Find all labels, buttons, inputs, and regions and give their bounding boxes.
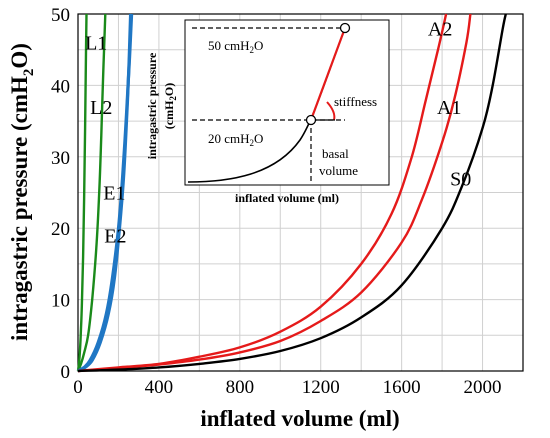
series-label-a1: A1: [437, 97, 461, 119]
x-tick-label: 2000: [464, 377, 502, 398]
data-series: [76, 13, 507, 373]
y-axis-title-main: intragastric pressure (cmH: [7, 76, 32, 341]
y-axis-title-end: O): [7, 43, 32, 69]
inset-tangent-line: [309, 27, 347, 121]
y-axis-title: intragastric pressure (cmH2O): [7, 43, 37, 341]
x-tick-labels: 0 400 800 1200 1600 2000: [73, 377, 501, 398]
series-label-e2: E2: [104, 225, 126, 247]
x-tick-label: 800: [226, 377, 255, 398]
inset-diagram: 50 cmH2O 20 cmH2O stiffness basal volume…: [145, 19, 390, 205]
y-tick-labels: 0 10 20 30 40 50: [51, 5, 70, 383]
series-label-l2: L2: [90, 97, 112, 119]
inset-x-axis-title: inflated volume (ml): [235, 191, 339, 205]
y-tick-label: 10: [51, 291, 70, 312]
inset-point-basal: [305, 114, 317, 126]
plot-frame: [77, 13, 524, 372]
series-line-e2: [77, 13, 133, 373]
x-tick-label: 1600: [383, 377, 421, 398]
x-tick-label: 0: [73, 377, 83, 398]
x-axis-title: inflated volume (ml): [200, 406, 399, 431]
inset-label-stiffness: stiffness: [334, 94, 377, 109]
inset-label-basal: basal: [322, 146, 349, 161]
inset-frame: [184, 19, 390, 186]
inset-label-volume: volume: [319, 163, 358, 178]
inset-label-50: 50 cmH2O: [208, 38, 263, 55]
series-label-a2: A2: [428, 18, 452, 40]
x-tick-label: 1200: [302, 377, 340, 398]
series-line-s0: [77, 13, 507, 373]
inset-stiffness-arc: [326, 101, 336, 121]
y-tick-label: 50: [51, 5, 70, 26]
series-label-e1: E1: [103, 183, 125, 205]
series-line-l1: [76, 13, 88, 372]
y-tick-label: 40: [51, 76, 70, 97]
y-tick-label: 20: [51, 219, 70, 240]
series-line-a1: [77, 13, 472, 373]
y-axis-title-sub: 2: [21, 69, 37, 77]
series-label-l1: L1: [85, 33, 107, 55]
inset-y-axis-title: intragastric pressure: [145, 52, 159, 159]
series-labels: L1 L2 E1 E2 A2 A1 S0: [85, 18, 471, 247]
y-tick-label: 30: [51, 148, 70, 169]
series-label-s0: S0: [450, 168, 471, 190]
y-tick-label: 0: [61, 362, 71, 383]
x-tick-label: 400: [145, 377, 174, 398]
series-line-l2: [76, 13, 107, 372]
inset-point-top: [339, 22, 351, 34]
inset-y-axis-unit: (cmH2O): [162, 83, 178, 130]
inset-label-20: 20 cmH2O: [208, 131, 263, 148]
